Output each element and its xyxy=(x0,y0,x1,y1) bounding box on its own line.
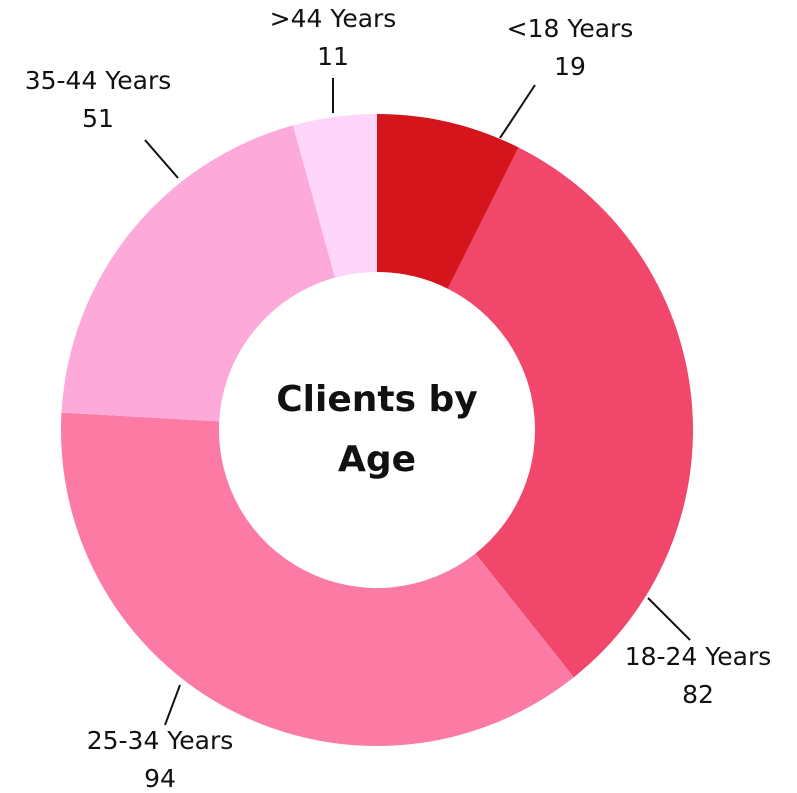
donut-slice xyxy=(293,114,377,278)
leader-line xyxy=(647,597,691,641)
leader-line xyxy=(499,84,536,139)
slice-value: 11 xyxy=(317,42,349,71)
slice-value: 94 xyxy=(144,764,176,793)
chart-title: Clients by Age xyxy=(276,379,478,480)
slice-label: >44 Years xyxy=(270,4,397,33)
donut-slice xyxy=(60,412,574,747)
donut-slice xyxy=(61,125,336,422)
leader-line xyxy=(164,684,181,726)
slice-label: <18 Years xyxy=(507,14,634,43)
slice-value: 19 xyxy=(554,52,586,81)
donut-slice xyxy=(377,114,519,289)
donut-slice xyxy=(447,147,693,678)
slice-label: 25-34 Years xyxy=(87,726,234,755)
slice-label: 35-44 Years xyxy=(25,66,172,95)
slice-label: 18-24 Years xyxy=(625,642,772,671)
leader-line xyxy=(144,139,179,179)
slice-value: 82 xyxy=(682,680,714,709)
slice-value: 51 xyxy=(82,104,114,133)
